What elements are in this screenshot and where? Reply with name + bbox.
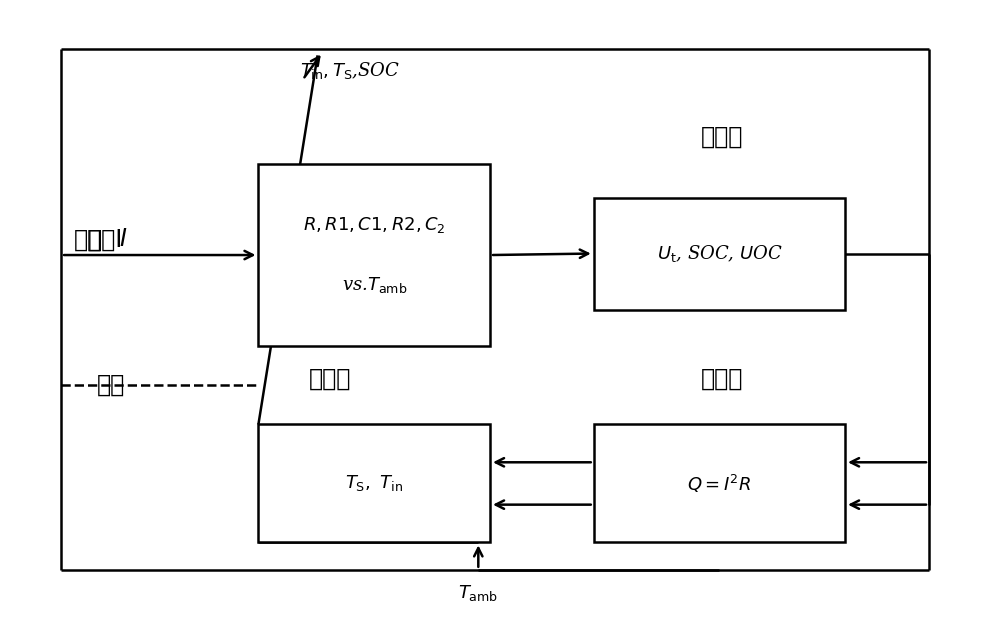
Bar: [258, 425, 490, 542]
Text: $T_{\mathrm{amb}}$: $T_{\mathrm{amb}}$: [458, 582, 498, 603]
Text: 电流: 电流: [74, 228, 102, 252]
Bar: [258, 164, 490, 346]
Text: $U_{\mathrm{t}}$, SOC, $U$OC: $U_{\mathrm{t}}$, SOC, $U$OC: [657, 243, 782, 264]
Text: 电模型: 电模型: [701, 125, 743, 149]
Text: $T_{\mathrm{S}},\ T_{\mathrm{in}}$: $T_{\mathrm{S}},\ T_{\mathrm{in}}$: [345, 474, 403, 493]
Text: $T_{\mathrm{in}},T_{\mathrm{S}}$,SOC: $T_{\mathrm{in}},T_{\mathrm{S}}$,SOC: [300, 60, 400, 81]
Text: $R,R1,C1,R2,C_{2}$: $R,R1,C1,R2,C_{2}$: [303, 215, 446, 235]
Bar: [594, 425, 845, 542]
Text: 电流I: 电流I: [88, 228, 123, 252]
Text: $I$: $I$: [119, 228, 127, 251]
Text: $Q=I^{2}R$: $Q=I^{2}R$: [687, 472, 751, 495]
Text: 热模型: 热模型: [309, 367, 352, 391]
Text: 热计算: 热计算: [701, 367, 743, 391]
Text: 等温: 等温: [96, 373, 125, 397]
Bar: [594, 197, 845, 310]
Text: vs.$T_{\mathrm{amb}}$: vs.$T_{\mathrm{amb}}$: [342, 275, 407, 295]
